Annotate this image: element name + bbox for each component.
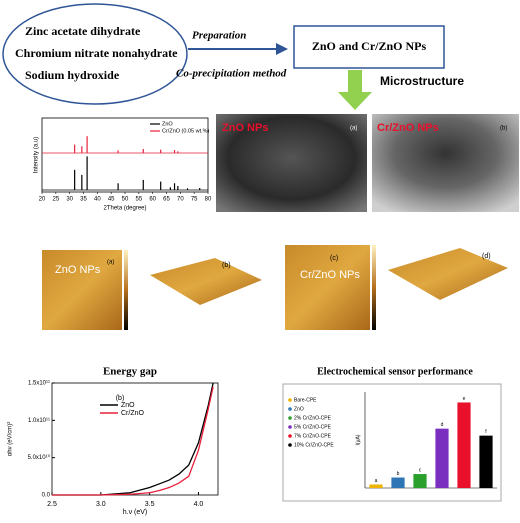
legend-swatch xyxy=(288,416,292,420)
panel-label: (a) xyxy=(350,126,357,132)
legend-label: 10% Cr/ZnO-CPE xyxy=(294,442,334,448)
legend-swatch xyxy=(288,443,292,447)
bar xyxy=(479,435,493,488)
legend-label: Cr/ZnO (0.05 wt.%) xyxy=(162,128,210,134)
bar xyxy=(391,477,405,488)
afm-3d xyxy=(388,248,508,300)
tem-label: Cr/ZnO NPs xyxy=(377,122,439,134)
curve xyxy=(52,382,214,496)
value-label: e xyxy=(463,396,466,402)
afm-label: Cr/ZnO NPs xyxy=(300,269,360,281)
down-arrow xyxy=(338,70,372,110)
x-tick-label: 50 xyxy=(122,197,129,203)
afm-label: ZnO NPs xyxy=(55,264,101,276)
x-tick-label: 70 xyxy=(177,197,184,203)
tem-image xyxy=(372,114,519,212)
legend-label: ZnO xyxy=(294,406,304,412)
plot-frame xyxy=(51,382,219,496)
x-tick-label: 30 xyxy=(66,197,73,203)
y-axis-label: I(µA) xyxy=(355,434,361,445)
legend-swatch xyxy=(288,434,292,438)
afm-scale xyxy=(124,250,128,330)
x-tick-label: 40 xyxy=(94,197,101,203)
legend-swatch xyxy=(288,398,292,402)
x-tick-label: 3.5 xyxy=(145,501,155,508)
value-label: b xyxy=(397,471,400,477)
legend-label: 7% Cr/ZnO-CPE xyxy=(294,433,332,439)
panel-label: (b) xyxy=(222,262,231,269)
legend-label: Cr/ZnO xyxy=(121,410,145,417)
legend-label: 5% Cr/ZnO-CPE xyxy=(294,424,332,430)
x-axis-label: 2Theta (degree) xyxy=(103,206,146,212)
x-tick-label: 25 xyxy=(52,197,59,203)
x-tick-label: 45 xyxy=(108,197,115,203)
value-label: d xyxy=(441,422,444,428)
y-tick-label: 5.0x10¹⁰ xyxy=(28,454,51,461)
chart-title: Electrochemical sensor performance xyxy=(317,366,473,377)
product-box xyxy=(293,25,445,69)
x-tick-label: 20 xyxy=(39,197,46,203)
product: ZnO and Cr/ZnO NPs xyxy=(312,39,427,53)
afm-image xyxy=(285,245,370,330)
x-tick-label: 2.5 xyxy=(47,501,57,508)
y-tick-label: 0.0 xyxy=(42,493,51,499)
afm-scale xyxy=(372,245,376,330)
x-tick-label: 60 xyxy=(149,197,156,203)
step-label: Co-precipitation method xyxy=(176,68,287,80)
bar-frame xyxy=(282,383,502,502)
legend-label: Bare-CPE xyxy=(294,397,317,403)
tem-label: ZnO NPs xyxy=(222,122,268,134)
panel-label: (d) xyxy=(482,253,491,260)
x-tick-label: 80 xyxy=(205,197,212,203)
arrow-head xyxy=(276,43,288,55)
input: Chromium nitrate nonahydrate xyxy=(15,46,178,60)
value-label: a xyxy=(375,478,378,484)
x-tick-label: 65 xyxy=(163,197,170,203)
value-label: c xyxy=(419,467,422,473)
bar xyxy=(435,428,449,488)
y-tick-label: 1.0x10¹¹ xyxy=(28,418,50,424)
panel-label: (b) xyxy=(116,395,125,402)
tem-image xyxy=(216,114,367,212)
afm-3d xyxy=(150,258,262,305)
y-axis-label: Intensity (a.u) xyxy=(34,137,40,173)
legend-swatch xyxy=(288,425,292,429)
input: Zinc acetate dihydrate xyxy=(25,24,141,38)
panel-label: (a) xyxy=(107,260,114,266)
panel-label: (b) xyxy=(500,126,507,132)
chart-title: Energy gap xyxy=(103,366,157,378)
legend-label: ZnO xyxy=(121,402,135,409)
input: Sodium hydroxide xyxy=(25,68,120,82)
input-ellipse xyxy=(2,3,188,105)
y-axis-label: αhν (eV/cm)² xyxy=(8,422,14,456)
legend-label: 2% Cr/ZnO-CPE xyxy=(294,415,332,421)
legend-label: ZnO xyxy=(162,121,173,127)
x-tick-label: 4.0 xyxy=(194,501,204,508)
x-tick-label: 35 xyxy=(80,197,87,203)
curve xyxy=(52,386,214,496)
bar xyxy=(413,474,427,488)
legend-swatch xyxy=(288,407,292,411)
value-label: f xyxy=(485,429,487,435)
next-step: Microstructure xyxy=(380,74,464,88)
bar xyxy=(457,402,471,488)
x-tick-label: 3.0 xyxy=(96,501,106,508)
step-label: Preparation xyxy=(192,30,246,42)
x-axis-label: h.ν (eV) xyxy=(123,509,148,516)
x-tick-label: 55 xyxy=(135,197,142,203)
afm-image xyxy=(42,250,122,330)
panel-label: (c) xyxy=(330,255,338,262)
y-tick-label: 1.5x10¹¹ xyxy=(28,381,50,387)
x-tick-label: 75 xyxy=(191,197,198,203)
bar xyxy=(369,484,383,488)
